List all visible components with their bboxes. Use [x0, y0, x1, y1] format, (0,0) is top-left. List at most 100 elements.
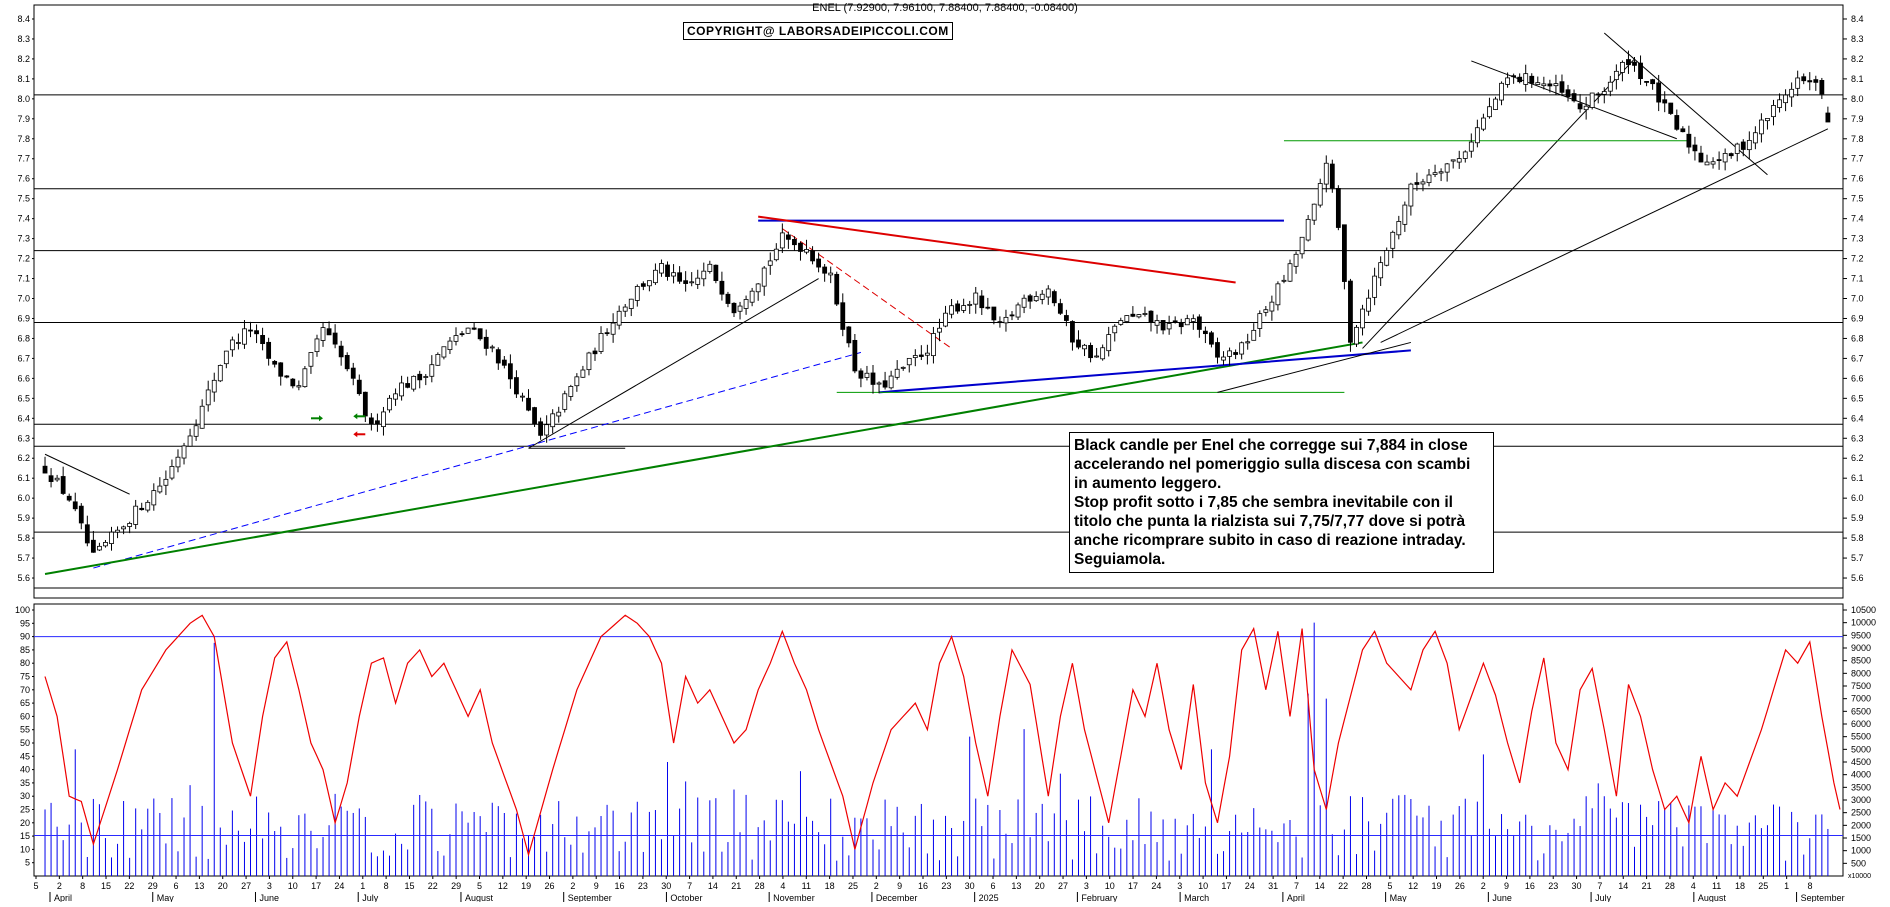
price-tick-label-left: 8.1: [17, 74, 30, 84]
candle-body-up: [1613, 70, 1619, 81]
date-day-label: 17: [1221, 881, 1231, 891]
volume-tick-label: 6500: [1851, 706, 1871, 716]
candle-body-up: [229, 339, 235, 351]
price-tick-label-right: 6.0: [1851, 493, 1864, 503]
volume-tick-label: 5000: [1851, 744, 1871, 754]
date-month-label: December: [876, 893, 918, 902]
date-axis: 5 2 8 15 22 29 6 13 20 27 3 10 17 24 1 8 15 22 29 5 12 19 26 2 9…: [33, 873, 1871, 903]
date-day-label: 28: [1361, 881, 1371, 891]
candle-body-down: [1196, 316, 1202, 330]
candle-body-down: [284, 375, 290, 378]
trendline: [878, 349, 1411, 394]
candle-body-up: [205, 389, 211, 406]
date-day-label: 9: [897, 881, 902, 891]
candle-body-up: [145, 501, 151, 511]
candle-body-up: [1251, 329, 1257, 341]
price-tick-label-left: 6.4: [17, 413, 30, 423]
candle-body-up: [1535, 82, 1541, 85]
candle-body-up: [1227, 350, 1232, 357]
candle-body-up: [97, 545, 102, 551]
date-day-label: 26: [545, 881, 555, 891]
date-day-label: 24: [334, 881, 344, 891]
volume-tick-label: 8500: [1851, 656, 1871, 666]
candle-body-up: [1239, 342, 1245, 355]
candle-body-up: [1317, 183, 1323, 206]
candle-body-up: [586, 352, 592, 371]
candle-body-down: [882, 380, 888, 388]
price-tick-label-right: 7.3: [1851, 234, 1864, 244]
oscillator-tick-label: 55: [20, 725, 30, 735]
price-tick-label-left: 6.7: [17, 353, 30, 363]
volume-tick-label: 2000: [1851, 820, 1871, 830]
price-tick-label-left: 6.2: [17, 453, 30, 463]
candle-body-down: [368, 417, 374, 424]
candle-body-down: [338, 345, 344, 358]
candle-body-up: [1553, 83, 1559, 87]
price-tick-label-right: 6.8: [1851, 333, 1864, 343]
candle-body-up: [1305, 218, 1311, 241]
candle-body-down: [350, 367, 356, 379]
date-day-label: 27: [1058, 881, 1068, 891]
candle-body-up: [574, 376, 580, 387]
date-month-label: June: [259, 893, 279, 902]
candle-body-up: [1311, 203, 1317, 221]
candle-body-up: [943, 312, 948, 327]
candle-body-down: [1414, 182, 1420, 185]
date-month-label: July: [362, 893, 379, 902]
candle-body-down: [1686, 133, 1692, 148]
date-day-label: 18: [825, 881, 835, 891]
oscillator-tick-label: 90: [20, 632, 30, 642]
candle-body-up: [1100, 347, 1106, 360]
candle-body-down: [514, 377, 519, 395]
date-day-label: 26: [1455, 881, 1465, 891]
trendlines: [44, 32, 1829, 576]
price-tick-label-left: 7.6: [17, 174, 30, 184]
candle-body-down: [1728, 153, 1734, 157]
candle-body-up: [1468, 141, 1474, 152]
date-day-label: 5: [33, 881, 38, 891]
candle-body-down: [1813, 79, 1819, 83]
volume-tick-label: 1000: [1851, 846, 1871, 856]
date-day-label: 31: [1268, 881, 1278, 891]
candle-body-down: [1051, 291, 1057, 304]
candle-body-down: [60, 476, 66, 494]
candle-body-up: [912, 355, 918, 359]
price-tick-label-right: 7.1: [1851, 274, 1864, 284]
candle-body-down: [840, 302, 846, 330]
volume-tick-label: 3000: [1851, 795, 1871, 805]
date-day-label: 25: [1758, 881, 1768, 891]
candle-body-up: [628, 298, 634, 309]
price-tick-label-right: 6.3: [1851, 433, 1864, 443]
date-day-label: 17: [1128, 881, 1138, 891]
trendline: [758, 215, 1236, 284]
date-month-label: September: [568, 893, 612, 902]
oscillator-tick-label: 80: [20, 658, 30, 668]
candle-body-down: [272, 360, 278, 365]
price-candles: [42, 50, 1831, 553]
candle-body-down: [42, 465, 48, 474]
candle-body-up: [961, 305, 967, 311]
volume-tick-label: 10500: [1851, 605, 1876, 615]
candle-body-up: [109, 531, 114, 544]
candle-body-down: [1801, 76, 1807, 82]
candle-body-up: [864, 372, 870, 378]
candle-body-up: [1710, 161, 1716, 165]
candle-body-up: [1444, 163, 1450, 173]
date-day-label: 24: [1151, 881, 1161, 891]
candle-body-down: [810, 250, 815, 262]
candle-body-down: [955, 303, 961, 312]
trendline: [528, 278, 819, 449]
candle-body-up: [1082, 344, 1087, 350]
candle-body-down: [501, 359, 507, 366]
date-day-label: 10: [1198, 881, 1208, 891]
candle-body-down: [1650, 79, 1656, 85]
date-month-label: August: [465, 893, 494, 902]
candle-body-up: [1094, 355, 1100, 358]
candle-body-up: [580, 369, 586, 378]
volume-tick-label: 1500: [1851, 833, 1871, 843]
date-day-label: 3: [1084, 881, 1089, 891]
candle-body-down: [1692, 144, 1698, 152]
candle-body-up: [296, 385, 302, 388]
date-day-label: 8: [384, 881, 389, 891]
candle-body-down: [1644, 81, 1649, 83]
